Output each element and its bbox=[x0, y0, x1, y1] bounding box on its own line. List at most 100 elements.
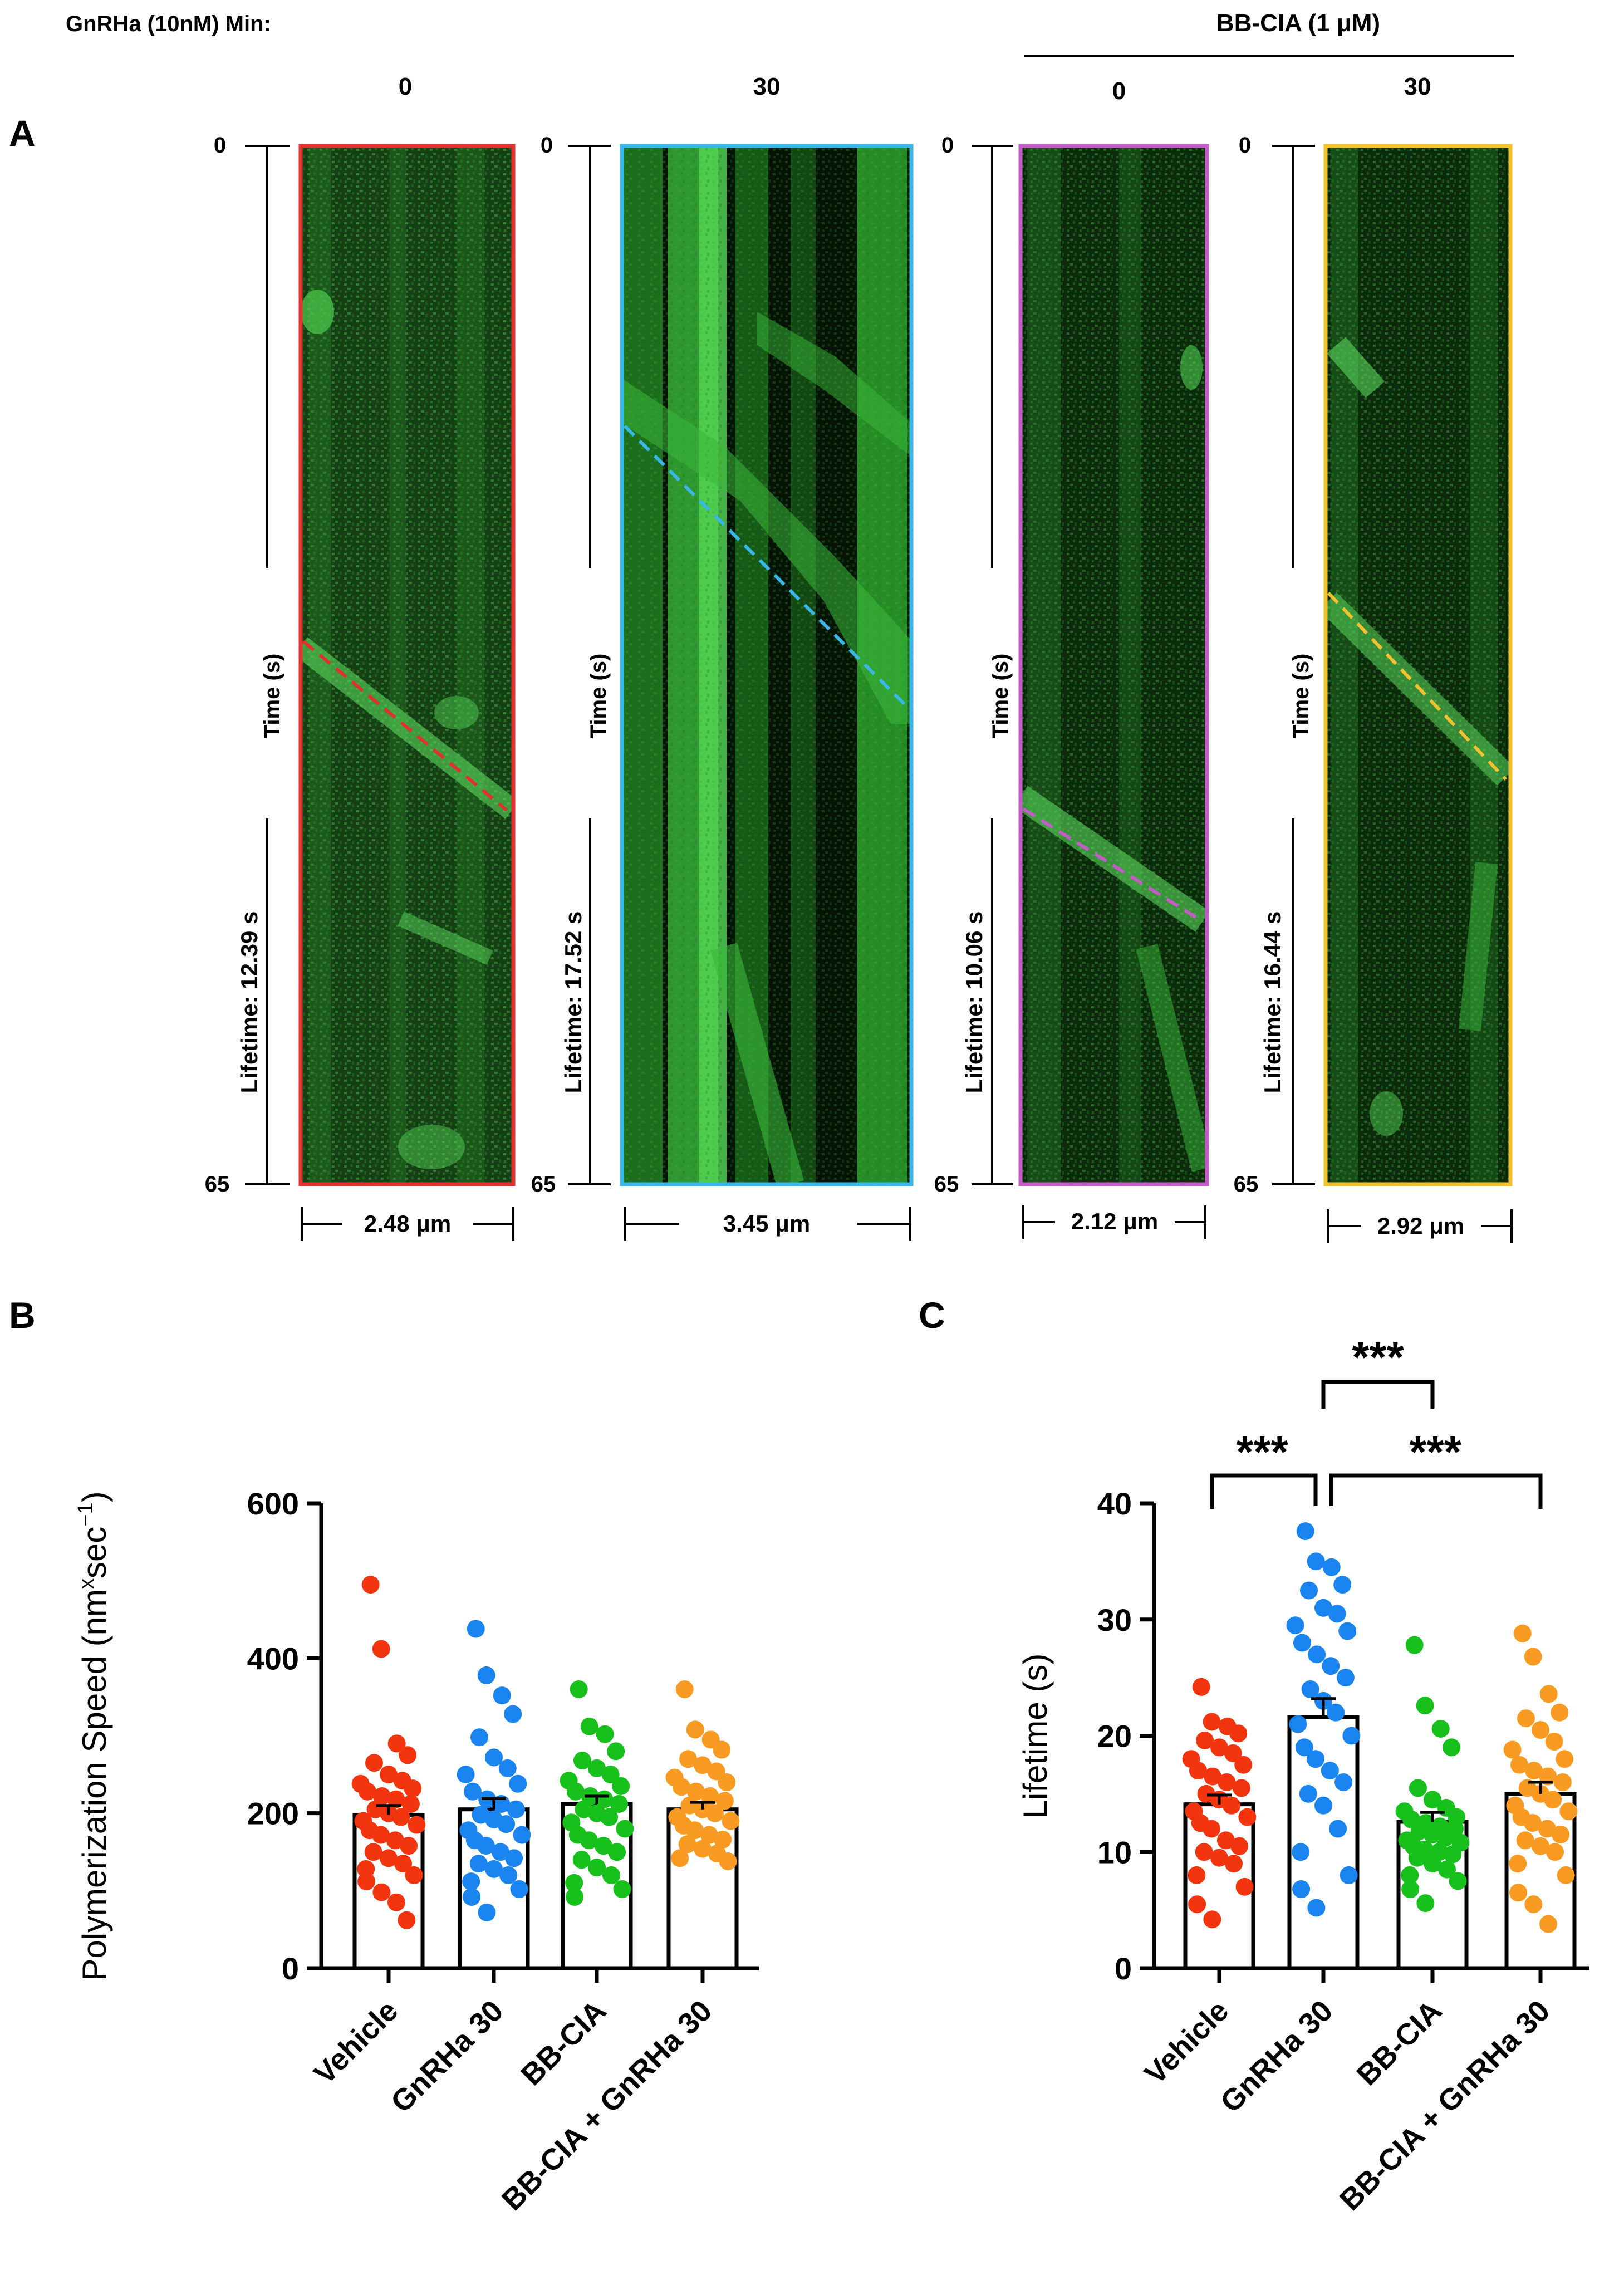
chart-c-point bbox=[1218, 1773, 1236, 1791]
chart-b-point bbox=[613, 1880, 631, 1899]
kymo3-time-label: Time (s) bbox=[988, 654, 1013, 739]
chart-b-category-label: GnRHa 30 bbox=[385, 1994, 510, 2119]
chart-b-point bbox=[408, 1816, 426, 1834]
chart-c-point bbox=[1532, 1837, 1549, 1855]
chart-c-point bbox=[1401, 1866, 1419, 1884]
chart-c-point bbox=[1340, 1866, 1358, 1884]
chart-b-point bbox=[493, 1686, 511, 1705]
kymo4-lifetime: Lifetime: 16.44 s bbox=[1259, 911, 1286, 1094]
kymo3-growth-line bbox=[1022, 807, 1204, 923]
chart-c-point bbox=[1443, 1738, 1461, 1757]
chart-c-ytick-label: 20 bbox=[1097, 1719, 1132, 1754]
chart-c-point bbox=[1513, 1624, 1532, 1642]
chart-b-point bbox=[380, 1766, 398, 1784]
chart-c-point bbox=[1301, 1680, 1319, 1698]
chart-c-point bbox=[1524, 1895, 1543, 1914]
chart-c-point bbox=[1307, 1899, 1326, 1917]
chart-c-point bbox=[1516, 1831, 1534, 1850]
chart-b-point bbox=[463, 1887, 481, 1906]
chart-c-point bbox=[1525, 1762, 1543, 1780]
chart-b-point bbox=[701, 1787, 719, 1806]
chart-b-point bbox=[675, 1680, 694, 1698]
chart-b-point bbox=[678, 1835, 696, 1854]
chart-b-ytick-label: 600 bbox=[247, 1486, 299, 1521]
chart-b-point bbox=[509, 1774, 527, 1793]
chart-b-point bbox=[387, 1893, 405, 1911]
chart-b-point bbox=[673, 1778, 690, 1796]
chart-b-point bbox=[565, 1874, 583, 1892]
chart-b-point bbox=[610, 1794, 628, 1813]
chart-c-point bbox=[1225, 1855, 1243, 1873]
kymo2-lifetime: Lifetime: 17.52 s bbox=[560, 911, 586, 1094]
chart-c-point bbox=[1307, 1750, 1324, 1768]
kymo1-minute: 0 bbox=[399, 73, 412, 100]
chart-b-point bbox=[588, 1859, 606, 1877]
chart-b-point bbox=[580, 1831, 598, 1850]
chart-c-category-label: Vehicle bbox=[1138, 1994, 1235, 2091]
chart-c-point bbox=[1289, 1715, 1307, 1733]
chart-b-point bbox=[387, 1790, 405, 1808]
chart-c-point bbox=[1503, 1740, 1522, 1759]
chart-c-point bbox=[1327, 1703, 1345, 1722]
kymo1-frame bbox=[298, 144, 516, 1186]
chart-c-point bbox=[1539, 1915, 1557, 1933]
chart-c-point bbox=[1307, 1552, 1325, 1571]
chart-c-point bbox=[1322, 1657, 1340, 1675]
chart-c-point bbox=[1196, 1731, 1214, 1749]
chart-b-point bbox=[372, 1640, 390, 1658]
kymo2-time-end: 65 bbox=[531, 1172, 556, 1197]
chart-c-point bbox=[1216, 1831, 1235, 1850]
chart-c-point bbox=[1204, 1767, 1222, 1786]
chart-c-point bbox=[1539, 1685, 1558, 1703]
kymograph-4: 30 0 65 Time (s) Lifetime: 16.44 s 2.92 … bbox=[1234, 73, 1513, 1243]
kymo3-time-end: 65 bbox=[934, 1172, 959, 1197]
chart-b-point bbox=[467, 1620, 485, 1638]
chart-b-point bbox=[498, 1759, 517, 1777]
chart-c-point bbox=[1293, 1634, 1311, 1652]
chart-c-point bbox=[1314, 1599, 1332, 1617]
chart-b-point bbox=[513, 1826, 531, 1844]
chart-b-point bbox=[394, 1855, 412, 1873]
chart-b-point bbox=[572, 1851, 591, 1869]
chart-c-point bbox=[1295, 1738, 1313, 1757]
chart-b-point bbox=[570, 1680, 588, 1698]
chart-c-point bbox=[1517, 1709, 1535, 1728]
sig-label-gnrha-bbcia: *** bbox=[1352, 1332, 1404, 1382]
chart-c-point bbox=[1235, 1877, 1254, 1896]
chart-c-point bbox=[1308, 1645, 1326, 1664]
chart-c-point bbox=[1296, 1522, 1314, 1541]
chart-c-point bbox=[1286, 1616, 1304, 1635]
chart-b-point bbox=[686, 1821, 704, 1840]
chart-c-point bbox=[1333, 1576, 1352, 1594]
chart-c-point bbox=[1408, 1849, 1426, 1867]
chart-c-point bbox=[1292, 1843, 1310, 1861]
chart-c-point bbox=[1203, 1713, 1221, 1731]
chart-b-point bbox=[573, 1752, 591, 1770]
chart-b-point bbox=[491, 1843, 509, 1861]
chart-b-point bbox=[372, 1883, 391, 1901]
kymograph-3: 0 0 65 Time (s) Lifetime: 10.06 s 2.12 μ… bbox=[934, 77, 1209, 1239]
chart-c-point bbox=[1229, 1724, 1248, 1743]
chart-c-point bbox=[1234, 1756, 1253, 1774]
chart-b-point bbox=[478, 1903, 496, 1921]
kymo1-growth-line bbox=[302, 640, 508, 812]
chart-c-point bbox=[1509, 1855, 1527, 1873]
chart-c-point bbox=[1342, 1727, 1361, 1745]
sig-bracket-gnrha-combo bbox=[1329, 1473, 1543, 1509]
kymo2-width: 3.45 μm bbox=[723, 1210, 810, 1237]
chart-b-point bbox=[361, 1576, 380, 1594]
sig-bracket-gnrha-bbcia bbox=[1321, 1380, 1435, 1409]
chart-b-point bbox=[700, 1826, 718, 1844]
chart-c-point bbox=[1545, 1732, 1563, 1751]
chart-b-point bbox=[499, 1866, 517, 1884]
sig-bracket-vehicle-gnrha bbox=[1210, 1473, 1318, 1509]
chart-b-point bbox=[694, 1840, 712, 1858]
chart-b-point bbox=[612, 1777, 630, 1795]
chart-b-point bbox=[470, 1728, 488, 1747]
chart-b-point bbox=[485, 1860, 503, 1878]
chart-b-point bbox=[457, 1766, 475, 1784]
chart-b-point bbox=[715, 1792, 734, 1810]
chart-c-point bbox=[1189, 1762, 1207, 1780]
